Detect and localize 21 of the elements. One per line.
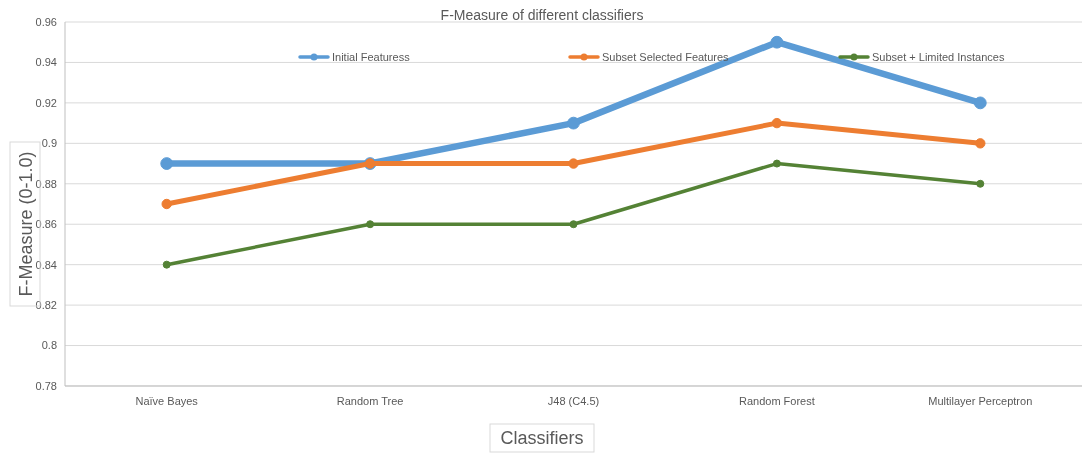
x-tick-label: J48 (C4.5) bbox=[547, 395, 600, 407]
y-tick-label: 0.8 bbox=[41, 339, 57, 352]
legend-label: Subset Selected Features bbox=[602, 50, 730, 63]
y-tick-label: 0.84 bbox=[35, 258, 57, 271]
y-tick-label: 0.94 bbox=[35, 56, 57, 69]
y-tick-label: 0.86 bbox=[35, 218, 57, 231]
legend-label: Initial Featuress bbox=[332, 50, 411, 63]
x-axis-title: Classifiers bbox=[500, 428, 584, 448]
x-tick-label: Random Forest bbox=[738, 395, 815, 407]
chart-title: F-Measure of different classifiers bbox=[440, 7, 644, 23]
x-tick-label: Multilayer Perceptron bbox=[928, 395, 1033, 407]
y-tick-label: 0.78 bbox=[35, 379, 57, 392]
y-tick-label: 0.88 bbox=[35, 177, 57, 190]
x-tick-label: Naïve Bayes bbox=[135, 395, 199, 407]
legend-label: Subset + Limited Instances bbox=[872, 50, 1005, 63]
x-tick-label: Random Tree bbox=[336, 395, 404, 407]
y-tick-label: 0.9 bbox=[41, 137, 57, 150]
y-tick-label: 0.92 bbox=[35, 96, 57, 109]
y-tick-label: 0.82 bbox=[35, 298, 57, 311]
y-axis-title: F-Measure (0-1.0) bbox=[16, 151, 36, 297]
y-tick-label: 0.96 bbox=[35, 15, 57, 28]
